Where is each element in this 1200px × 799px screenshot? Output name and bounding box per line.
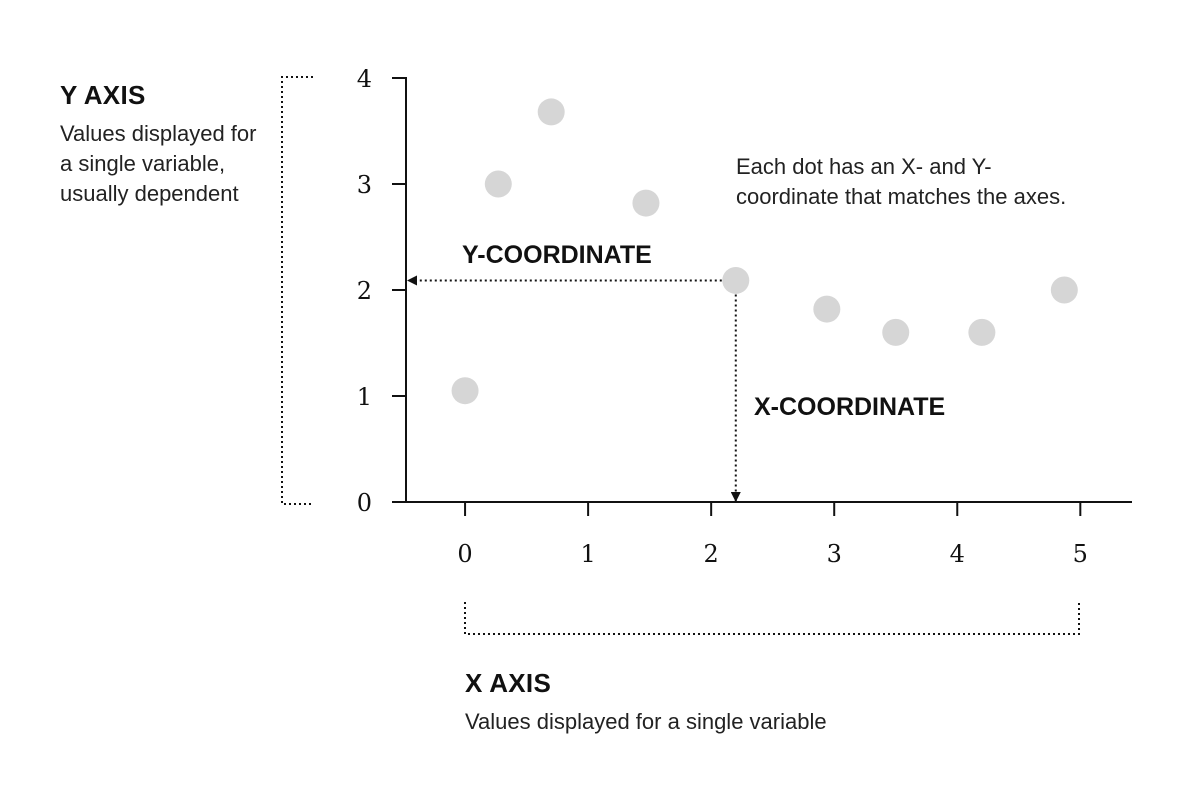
data-point	[537, 98, 565, 126]
x-tick-label: 3	[827, 540, 842, 568]
x-tick-label: 1	[580, 540, 595, 568]
x-tick-label: 4	[950, 540, 965, 568]
y-tick-label: 1	[357, 383, 372, 411]
y-tick-label: 3	[357, 171, 372, 199]
y-tick-label: 2	[357, 277, 372, 305]
y-coordinate-label: Y-COORDINATE	[462, 241, 652, 269]
dot-explanation: Each dot has an X- and Y-coordinate that…	[736, 154, 1067, 209]
data-point	[882, 318, 910, 346]
y-axis-range-bracket	[281, 76, 313, 505]
x-tick-label: 0	[457, 540, 472, 568]
x-axis-description: Values displayed for a single variable	[465, 709, 827, 734]
y-tick-label: 0	[357, 489, 372, 517]
y-tick-label: 4	[357, 65, 372, 93]
data-point	[813, 295, 841, 323]
y-axis-heading: Y AXIS	[60, 80, 146, 110]
data-point	[1050, 276, 1078, 304]
x-axis-range-bracket	[464, 602, 1080, 635]
x-coordinate-label: X-COORDINATE	[754, 393, 945, 421]
x-axis-heading: X AXIS	[465, 668, 552, 698]
x-tick-label: 5	[1073, 540, 1088, 568]
data-point	[632, 189, 660, 217]
x-tick-label: 2	[704, 540, 719, 568]
y-axis-description: Values displayed for a single variable, …	[60, 121, 257, 206]
data-point	[484, 170, 512, 198]
data-point	[451, 377, 479, 405]
data-point	[968, 318, 996, 346]
data-point	[722, 266, 750, 294]
